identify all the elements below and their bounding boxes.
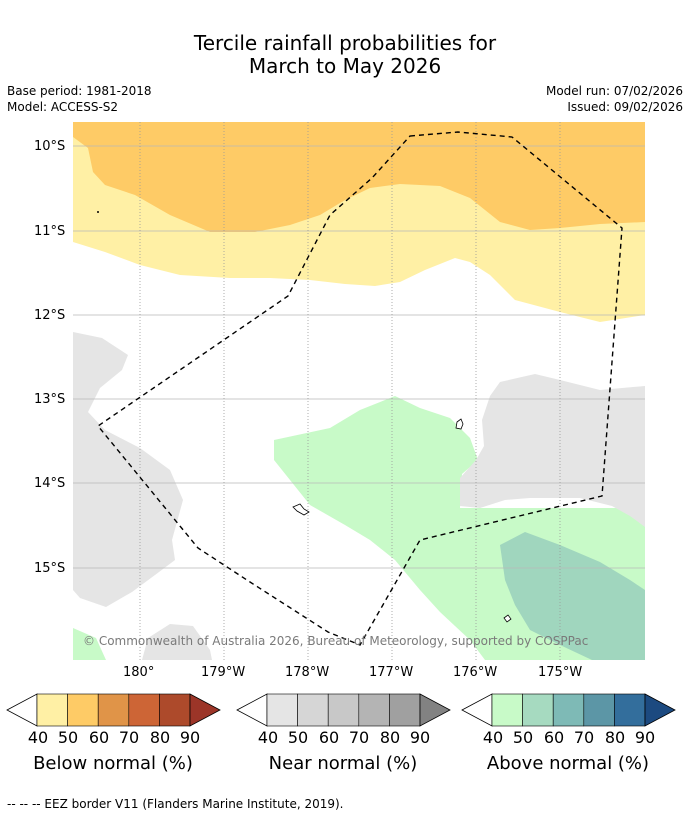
lon-label-179w: 179°W (201, 665, 246, 680)
colorbars (6, 693, 676, 727)
cb-above-swatch-60 (552, 693, 585, 727)
cb-near-tick: 40 (257, 728, 279, 747)
cb-near-min-arrow (236, 693, 268, 727)
island-south (503, 614, 512, 623)
issued-date: Issued: 09/02/2026 (567, 100, 683, 114)
lat-label-11s: 11°S (34, 224, 66, 239)
cb-below-tick: 60 (88, 728, 110, 747)
cb-above-tick: 90 (634, 728, 656, 747)
lon-label-176w: 176°W (453, 665, 498, 680)
below-normal-50-region (73, 122, 645, 232)
cb-below-tick: 70 (118, 728, 140, 747)
cb-below-max-arrow (189, 693, 221, 727)
near-normal-region-west (73, 332, 183, 607)
island-north (455, 418, 464, 430)
map-title-line2: March to May 2026 (248, 54, 442, 78)
cb-near-title: Near normal (%) (268, 753, 418, 774)
lat-label-14s: 14°S (34, 476, 66, 491)
above-normal-50-region (500, 532, 645, 660)
cb-near-swatch-40 (266, 693, 298, 727)
map-credit: © Commonwealth of Australia 2026, Bureau… (83, 634, 589, 648)
cb-below-swatch-60 (97, 693, 130, 727)
map-title-line1: Tercile rainfall probabilities for (193, 31, 497, 55)
base-period: Base period: 1981-2018 (7, 84, 152, 98)
lon-label-180: 180° (123, 665, 155, 680)
lon-label-178w: 178°W (285, 665, 330, 680)
lon-label-175w: 175°W (538, 665, 583, 680)
cb-below-swatch-50 (67, 693, 99, 727)
cb-below-swatch-40 (36, 693, 68, 727)
eez-footnote: -- -- -- EEZ border V11 (Flanders Marine… (7, 797, 344, 811)
near-normal-region-east (460, 374, 645, 527)
cb-below-swatch-80 (159, 693, 191, 727)
cb-above-swatch-50 (522, 693, 554, 727)
cb-above-swatch-70 (583, 693, 615, 727)
cb-near-tick: 70 (348, 728, 370, 747)
cb-above-tick: 50 (512, 728, 534, 747)
cb-below-min-arrow (6, 693, 38, 727)
cb-below-tick: 80 (149, 728, 171, 747)
cb-above-tick: 40 (482, 728, 504, 747)
above-normal-40-region-sw (73, 628, 106, 660)
lat-label-15s: 15°S (34, 561, 66, 576)
cb-below-tick: 90 (179, 728, 201, 747)
island-dot (97, 211, 99, 213)
cb-above-tick: 80 (604, 728, 626, 747)
cb-near-swatch-80 (389, 693, 421, 727)
cb-near-tick: 90 (409, 728, 431, 747)
model-run: Model run: 07/02/2026 (545, 84, 683, 98)
cb-above-swatch-40 (491, 693, 523, 727)
cb-near-tick: 80 (379, 728, 401, 747)
island-central (292, 503, 310, 516)
lat-label-12s: 12°S (34, 308, 66, 323)
lat-label-13s: 13°S (34, 392, 66, 407)
cb-near-swatch-70 (358, 693, 390, 727)
cb-below-title: Below normal (%) (33, 753, 193, 774)
cb-near-tick: 50 (287, 728, 309, 747)
cb-above-tick: 60 (543, 728, 565, 747)
cb-near-swatch-60 (327, 693, 360, 727)
cb-above-min-arrow (461, 693, 493, 727)
cb-above-tick: 70 (573, 728, 595, 747)
model-name: Model: ACCESS-S2 (7, 100, 119, 114)
cb-near-swatch-50 (297, 693, 329, 727)
eez-border (96, 131, 623, 646)
cb-below-tick: 40 (27, 728, 49, 747)
cb-near-tick: 60 (318, 728, 340, 747)
lat-label-10s: 10°S (34, 139, 66, 154)
gridlines (73, 122, 645, 660)
cb-above-max-arrow (644, 693, 676, 727)
near-normal-region-south (142, 624, 212, 660)
cb-above-title: Above normal (%) (486, 753, 650, 774)
cb-below-tick: 50 (57, 728, 79, 747)
cb-above-swatch-80 (614, 693, 646, 727)
cb-below-swatch-70 (128, 693, 160, 727)
cb-near-max-arrow (419, 693, 451, 727)
lon-label-177w: 177°W (369, 665, 414, 680)
